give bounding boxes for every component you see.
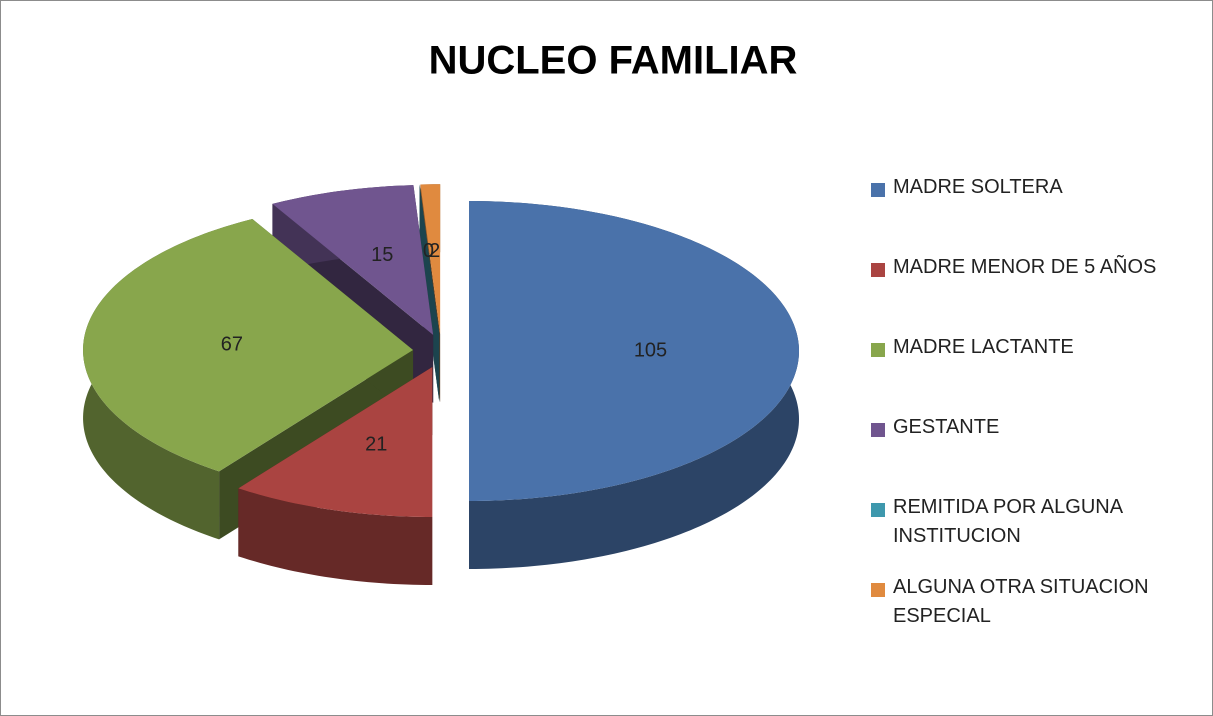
legend-item: REMITIDA POR ALGUNA INSTITUCION (871, 493, 1201, 573)
slice-top (420, 184, 441, 335)
legend-swatch (871, 343, 885, 357)
legend-swatch (871, 423, 885, 437)
slice (469, 201, 799, 569)
legend-swatch (871, 263, 885, 277)
slice-top (419, 184, 440, 335)
data-label: 0 (423, 240, 434, 262)
legend-label: MADRE MENOR DE 5 AÑOS (893, 256, 1157, 278)
data-label: 2 (429, 240, 440, 262)
data-label: 21 (365, 434, 387, 456)
slice-wall (238, 488, 433, 585)
legend-label: MADRE SOLTERA (893, 176, 1063, 198)
slice-side (419, 184, 440, 403)
legend-label: REMITIDA POR ALGUNA INSTITUCION (893, 496, 1122, 547)
legend-label: MADRE LACTANTE (893, 336, 1074, 358)
legend-swatch (871, 183, 885, 197)
slice (419, 184, 440, 403)
legend-swatch (871, 503, 885, 517)
legend-item: ALGUNA OTRA SITUACION ESPECIAL (871, 573, 1201, 653)
legend-label: ALGUNA OTRA SITUACION ESPECIAL (893, 576, 1149, 627)
data-label: 67 (221, 333, 243, 355)
slice-top (469, 201, 799, 501)
legend-label: GESTANTE (893, 416, 1000, 438)
data-label: 105 (634, 339, 667, 361)
legend-item: MADRE MENOR DE 5 AÑOS (871, 253, 1201, 333)
chart-title: NUCLEO FAMILIAR (429, 39, 798, 83)
slice-top (238, 366, 433, 517)
legend-item: MADRE LACTANTE (871, 333, 1201, 413)
data-label: 15 (371, 244, 393, 266)
legend-item: MADRE SOLTERA (871, 173, 1201, 253)
legend: MADRE SOLTERA MADRE MENOR DE 5 AÑOS MADRE … (871, 173, 1201, 653)
legend-swatch (871, 583, 885, 597)
slice-top (272, 185, 434, 335)
slice-top (83, 218, 414, 472)
legend-item: GESTANTE (871, 413, 1201, 493)
slice (238, 366, 433, 585)
